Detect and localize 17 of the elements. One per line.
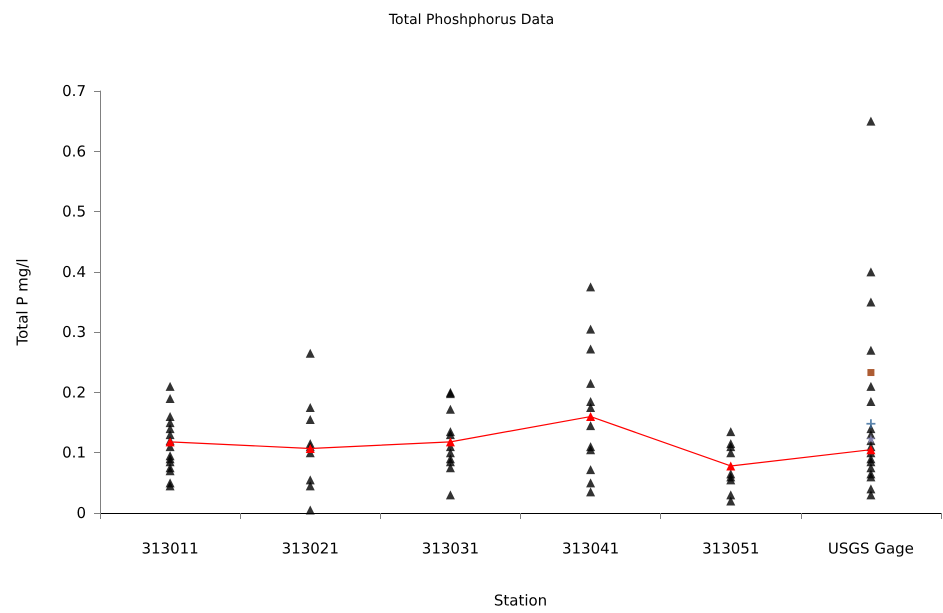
y-tick-label: 0.1 xyxy=(62,444,86,462)
x-tick-label: 313031 xyxy=(422,540,480,558)
x-tick-label: 313051 xyxy=(702,540,760,558)
chart-title: Total Phoshphorus Data xyxy=(388,12,554,28)
y-axis-title: Total P mg/l xyxy=(14,258,32,346)
x-tick-label: USGS Gage xyxy=(828,540,914,558)
x-tick-label: 313021 xyxy=(282,540,339,558)
y-tick-label: 0.7 xyxy=(62,82,86,100)
y-tick-label: 0.5 xyxy=(62,202,86,221)
y-tick-label: 0.6 xyxy=(62,142,86,160)
x-axis-title: Station xyxy=(494,592,548,610)
y-tick-label: 0.4 xyxy=(62,262,86,281)
x-tick-label: 313011 xyxy=(141,540,199,558)
x-tick-label: 313041 xyxy=(562,540,620,558)
y-tick-label: 0.2 xyxy=(62,383,86,402)
y-tick-label: 0 xyxy=(76,504,86,522)
y-tick-label: 0.3 xyxy=(62,323,86,342)
